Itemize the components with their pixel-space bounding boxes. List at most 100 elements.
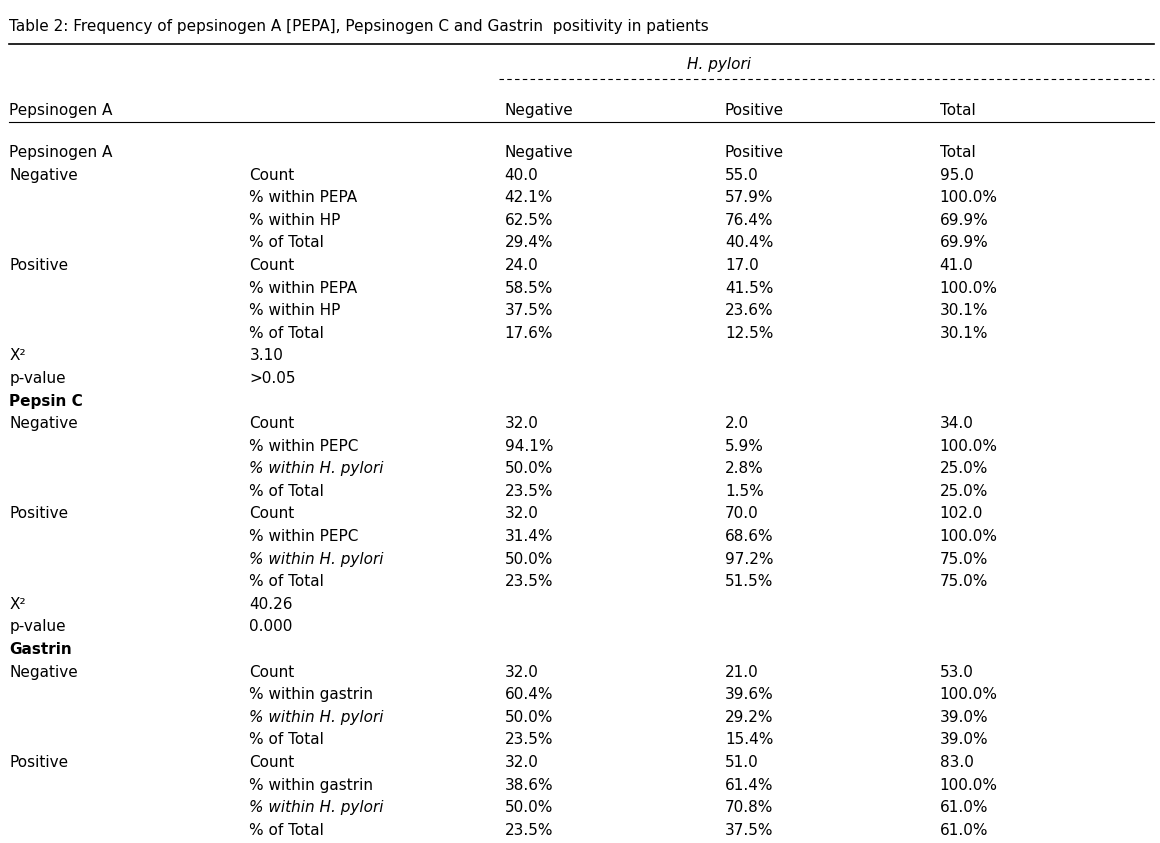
Text: 100.0%: 100.0% [940, 191, 998, 205]
Text: % within PEPC: % within PEPC [249, 529, 358, 544]
Text: 5.9%: 5.9% [725, 438, 764, 454]
Text: Total: Total [940, 145, 976, 160]
Text: 32.0: 32.0 [505, 507, 538, 522]
Text: 75.0%: 75.0% [940, 574, 988, 589]
Text: 61.0%: 61.0% [940, 800, 988, 815]
Text: 68.6%: 68.6% [725, 529, 774, 544]
Text: 29.2%: 29.2% [725, 710, 774, 725]
Text: 12.5%: 12.5% [725, 325, 774, 341]
Text: % within HP: % within HP [249, 212, 341, 228]
Text: 23.5%: 23.5% [505, 574, 553, 589]
Text: 50.0%: 50.0% [505, 461, 553, 476]
Text: 40.4%: 40.4% [725, 235, 774, 250]
Text: Pepsinogen A: Pepsinogen A [9, 145, 113, 160]
Text: Negative: Negative [505, 103, 573, 118]
Text: % within H. pylori: % within H. pylori [249, 710, 384, 725]
Text: 32.0: 32.0 [505, 755, 538, 770]
Text: 94.1%: 94.1% [505, 438, 553, 454]
Text: 39.0%: 39.0% [940, 733, 988, 748]
Text: Count: Count [249, 755, 295, 770]
Text: 55.0: 55.0 [725, 168, 759, 183]
Text: % within PEPC: % within PEPC [249, 438, 358, 454]
Text: 21.0: 21.0 [725, 664, 759, 679]
Text: Count: Count [249, 507, 295, 522]
Text: 1.5%: 1.5% [725, 484, 763, 499]
Text: 32.0: 32.0 [505, 416, 538, 431]
Text: Negative: Negative [9, 168, 78, 183]
Text: Count: Count [249, 168, 295, 183]
Text: % within H. pylori: % within H. pylori [249, 461, 384, 476]
Text: 75.0%: 75.0% [940, 551, 988, 566]
Text: 38.6%: 38.6% [505, 777, 553, 792]
Text: 30.1%: 30.1% [940, 325, 988, 341]
Text: 37.5%: 37.5% [725, 823, 774, 838]
Text: X²: X² [9, 597, 26, 612]
Text: % within gastrin: % within gastrin [249, 687, 374, 702]
Text: Table 2: Frequency of pepsinogen A [PEPA], Pepsinogen C and Gastrin  positivity : Table 2: Frequency of pepsinogen A [PEPA… [9, 19, 709, 35]
Text: % of Total: % of Total [249, 484, 325, 499]
Text: 102.0: 102.0 [940, 507, 983, 522]
Text: Count: Count [249, 664, 295, 679]
Text: Count: Count [249, 258, 295, 273]
Text: 2.8%: 2.8% [725, 461, 763, 476]
Text: Positive: Positive [9, 755, 68, 770]
Text: 69.9%: 69.9% [940, 235, 988, 250]
Text: 62.5%: 62.5% [505, 212, 553, 228]
Text: 29.4%: 29.4% [505, 235, 553, 250]
Text: 51.5%: 51.5% [725, 574, 774, 589]
Text: 58.5%: 58.5% [505, 281, 553, 296]
Text: 39.6%: 39.6% [725, 687, 774, 702]
Text: 100.0%: 100.0% [940, 777, 998, 792]
Text: 23.5%: 23.5% [505, 484, 553, 499]
Text: 24.0: 24.0 [505, 258, 538, 273]
Text: 61.0%: 61.0% [940, 823, 988, 838]
Text: 25.0%: 25.0% [940, 461, 988, 476]
Text: 34.0: 34.0 [940, 416, 973, 431]
Text: 100.0%: 100.0% [940, 687, 998, 702]
Text: p-value: p-value [9, 620, 66, 635]
Text: 41.5%: 41.5% [725, 281, 774, 296]
Text: 32.0: 32.0 [505, 664, 538, 679]
Text: 40.0: 40.0 [505, 168, 538, 183]
Text: % within HP: % within HP [249, 303, 341, 318]
Text: % of Total: % of Total [249, 235, 325, 250]
Text: Positive: Positive [725, 145, 784, 160]
Text: 60.4%: 60.4% [505, 687, 553, 702]
Text: 70.0: 70.0 [725, 507, 759, 522]
Text: p-value: p-value [9, 371, 66, 386]
Text: 41.0: 41.0 [940, 258, 973, 273]
Text: 23.6%: 23.6% [725, 303, 774, 318]
Text: % within gastrin: % within gastrin [249, 777, 374, 792]
Text: % within PEPA: % within PEPA [249, 281, 357, 296]
Text: 25.0%: 25.0% [940, 484, 988, 499]
Text: 95.0: 95.0 [940, 168, 973, 183]
Text: X²: X² [9, 348, 26, 363]
Text: Negative: Negative [9, 416, 78, 431]
Text: Positive: Positive [9, 258, 68, 273]
Text: 3.10: 3.10 [249, 348, 283, 363]
Text: 39.0%: 39.0% [940, 710, 988, 725]
Text: 15.4%: 15.4% [725, 733, 774, 748]
Text: 31.4%: 31.4% [505, 529, 553, 544]
Text: Total: Total [940, 103, 976, 118]
Text: % within H. pylori: % within H. pylori [249, 800, 384, 815]
Text: Gastrin: Gastrin [9, 642, 72, 657]
Text: 53.0: 53.0 [940, 664, 973, 679]
Text: Positive: Positive [725, 103, 784, 118]
Text: 2.0: 2.0 [725, 416, 749, 431]
Text: Pepsinogen A: Pepsinogen A [9, 103, 113, 118]
Text: 70.8%: 70.8% [725, 800, 774, 815]
Text: 51.0: 51.0 [725, 755, 759, 770]
Text: Negative: Negative [505, 145, 573, 160]
Text: % within PEPA: % within PEPA [249, 191, 357, 205]
Text: 37.5%: 37.5% [505, 303, 553, 318]
Text: % of Total: % of Total [249, 325, 325, 341]
Text: Pepsin C: Pepsin C [9, 394, 84, 409]
Text: 97.2%: 97.2% [725, 551, 774, 566]
Text: % of Total: % of Total [249, 823, 325, 838]
Text: Count: Count [249, 416, 295, 431]
Text: 50.0%: 50.0% [505, 800, 553, 815]
Text: 100.0%: 100.0% [940, 529, 998, 544]
Text: H. pylori: H. pylori [687, 57, 752, 72]
Text: 40.26: 40.26 [249, 597, 292, 612]
